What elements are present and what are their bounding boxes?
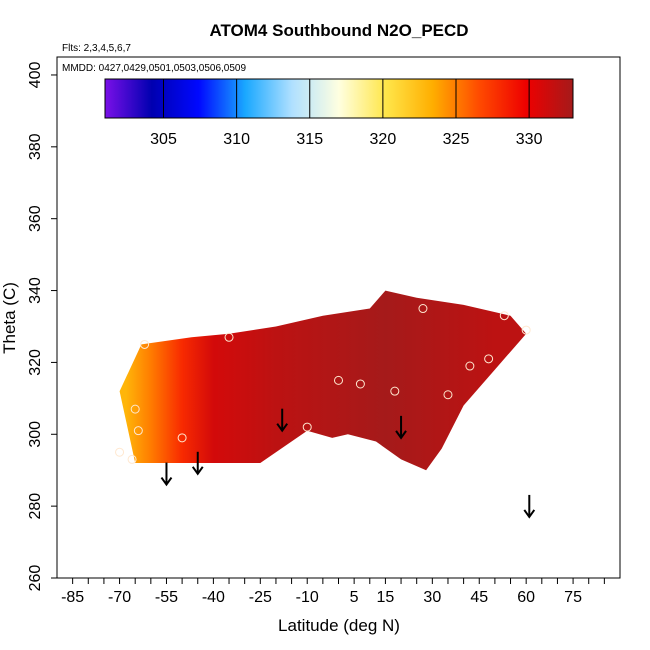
sample-point-2 [130, 404, 140, 414]
sample-point-11 [418, 304, 428, 314]
colorbar-label-325: 325 [443, 131, 470, 148]
colorbar-label-310: 310 [223, 131, 250, 148]
flight-arrow-4 [523, 494, 536, 519]
colorbar-gradient [104, 78, 574, 119]
x-tick-label--85: -85 [61, 589, 84, 606]
y-tick-label-260: 260 [27, 565, 44, 592]
dates-label: MMDD: 0427,0429,0501,0503,0506,0509 [62, 63, 246, 74]
x-tick-label-45: 45 [470, 589, 488, 606]
sample-point-13 [465, 361, 475, 371]
flight-arrow-3 [395, 415, 407, 440]
sample-point-9 [355, 379, 365, 389]
sample-point-12 [443, 390, 453, 400]
flight-arrow-0 [160, 462, 173, 487]
x-tick-label--25: -25 [249, 589, 272, 606]
sample-point-14 [484, 354, 494, 364]
sample-point-4 [140, 339, 150, 349]
sample-point-1 [127, 454, 137, 464]
sample-point-8 [334, 375, 343, 385]
flight-arrows [160, 408, 536, 519]
sample-point-3 [133, 426, 143, 436]
x-tick-label--10: -10 [296, 589, 319, 606]
x-tick-label--70: -70 [108, 589, 131, 606]
flights-label: Flts: 2,3,4,5,6,7 [62, 43, 131, 54]
n2o-field [119, 290, 527, 471]
x-tick-label-15: 15 [377, 589, 395, 606]
y-axis: 260 280 300 320 340 360 380 400 [27, 62, 57, 592]
sample-point-7 [302, 422, 312, 432]
y-tick-label-400: 400 [27, 62, 44, 89]
x-tick-label-60: 60 [517, 589, 535, 606]
colorbar-ticks: 305 310 315 320 325 330 [150, 79, 543, 148]
x-tick-label--40: -40 [202, 589, 225, 606]
flight-arrow-2 [276, 408, 289, 433]
sample-points [115, 304, 531, 464]
x-tick-label-30: 30 [423, 589, 441, 606]
sample-point-16 [521, 325, 531, 335]
colorbar-label-330: 330 [516, 131, 543, 148]
x-tick-label-5: 5 [350, 589, 359, 606]
x-tick-label-75: 75 [564, 589, 582, 606]
y-tick-label-340: 340 [27, 277, 44, 304]
y-tick-label-320: 320 [27, 349, 44, 376]
colorbar-label-315: 315 [296, 131, 323, 148]
sample-point-10 [390, 386, 400, 396]
field-layer [119, 290, 527, 471]
colorbar-label-320: 320 [370, 131, 397, 148]
x-tick-label--55: -55 [155, 589, 178, 606]
y-tick-label-360: 360 [27, 205, 44, 232]
x-axis-label: Latitude (deg N) [278, 616, 400, 635]
y-axis-label: Theta (C) [0, 282, 19, 354]
flight-arrow-1 [191, 451, 204, 476]
sample-point-5 [177, 433, 187, 443]
sample-point-6 [224, 332, 234, 342]
chart-title: ATOM4 Southbound N2O_PECD [209, 21, 468, 40]
sample-point-0 [115, 447, 125, 457]
y-tick-label-380: 380 [27, 133, 44, 160]
colorbar: 305 310 315 320 325 330 [104, 78, 574, 148]
colorbar-label-305: 305 [150, 131, 177, 148]
y-tick-label-280: 280 [27, 493, 44, 520]
x-axis: -85 -70 -55 -40 -25 -10 5 15 30 45 60 75 [61, 578, 605, 606]
sample-point-15 [499, 311, 509, 321]
y-tick-label-300: 300 [27, 421, 44, 448]
